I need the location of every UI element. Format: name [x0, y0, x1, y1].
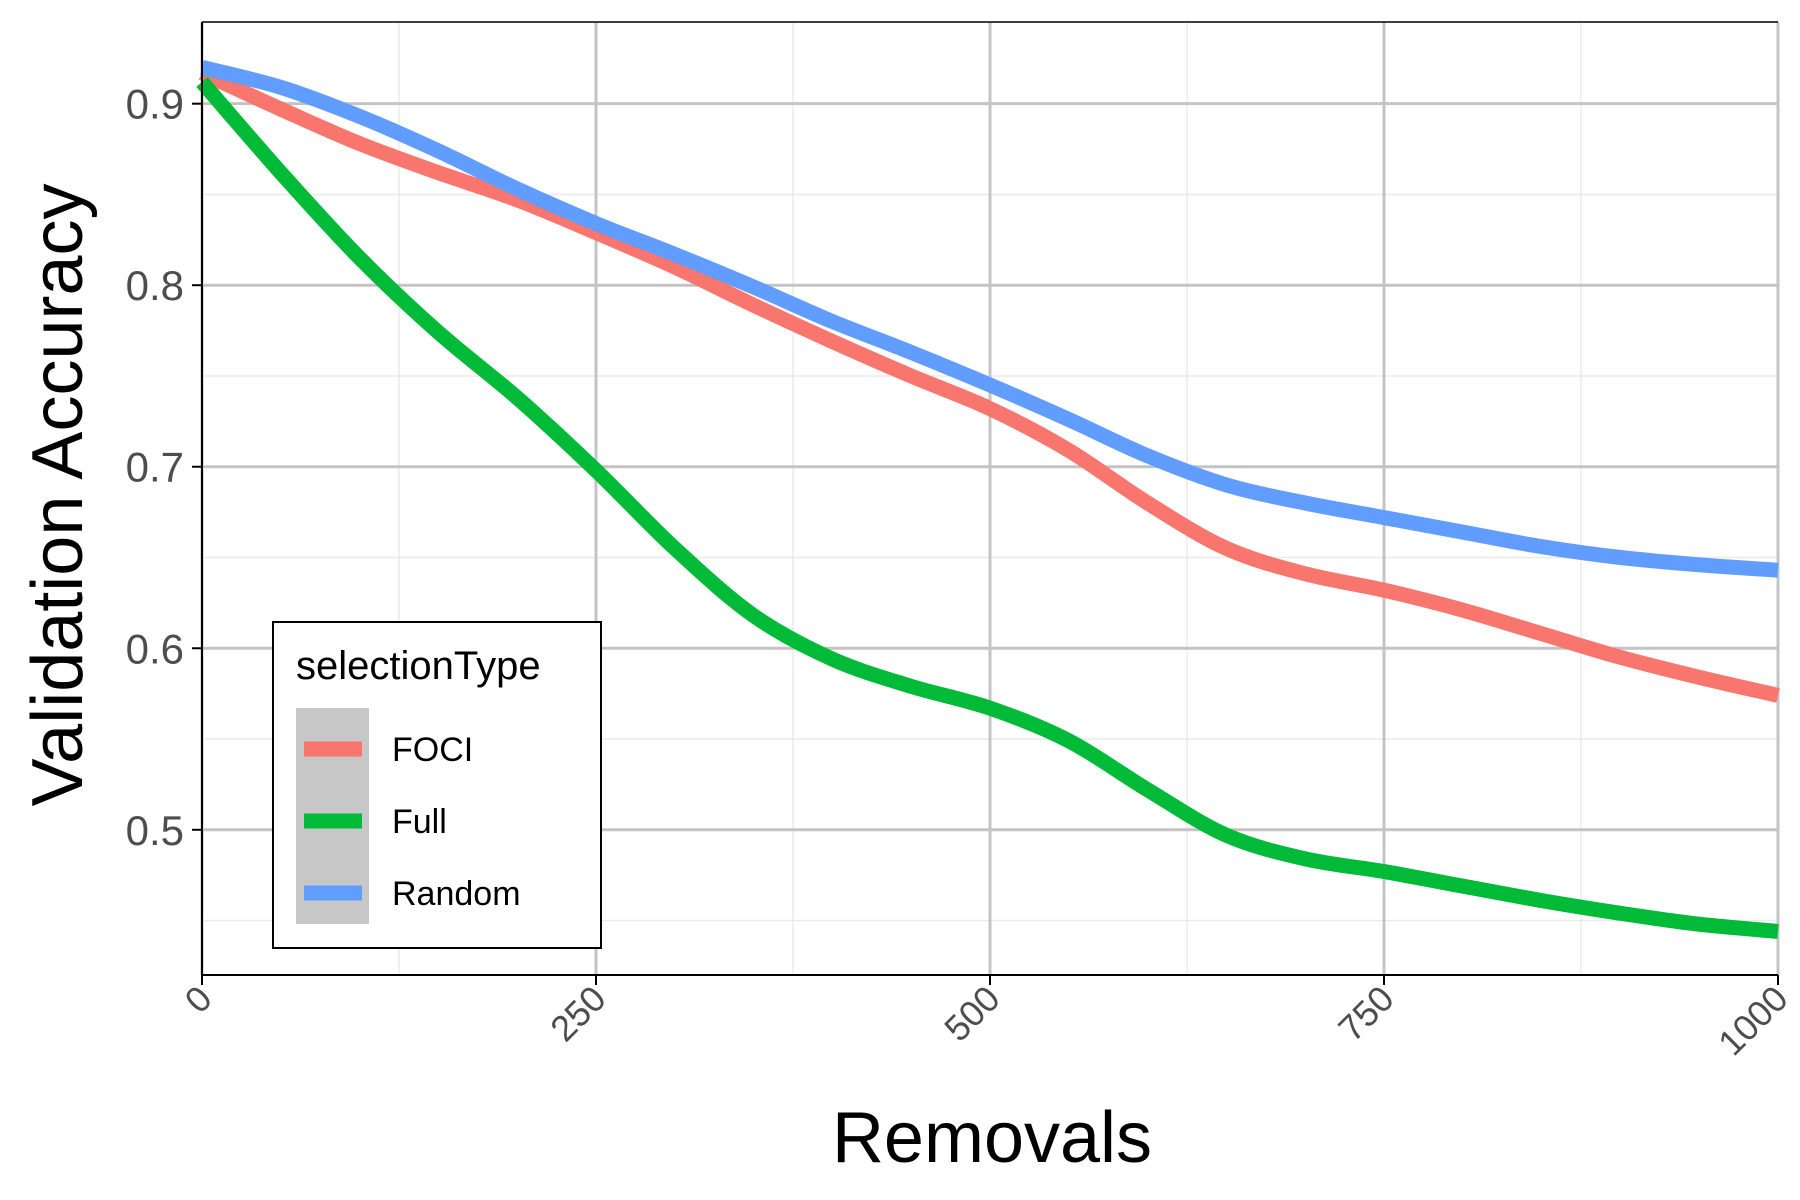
series-line-foci [198, 66, 1780, 703]
y-axis-title: Validation Accuracy [18, 183, 98, 806]
legend: selectionType FOCI Full Random [272, 621, 602, 949]
series-line-full [196, 76, 1779, 939]
legend-label-random: Random [392, 875, 521, 913]
y-tick-label: 0.5 [126, 807, 184, 854]
series-line-random [200, 60, 1779, 578]
legend-items: FOCI Full Random [304, 731, 521, 913]
y-tick-label: 0.9 [126, 81, 184, 128]
x-axis-title: Removals [832, 1098, 1152, 1178]
legend-label-full: Full [392, 803, 447, 841]
series-lines [196, 60, 1780, 939]
legend-title: selectionType [296, 644, 541, 688]
axes [192, 21, 1779, 985]
y-tick-label: 0.8 [126, 262, 184, 309]
legend-label-foci: FOCI [392, 731, 473, 769]
y-tick-label: 0.6 [126, 625, 184, 672]
major-gridlines [200, 22, 1780, 975]
y-tick-label: 0.7 [126, 444, 184, 491]
